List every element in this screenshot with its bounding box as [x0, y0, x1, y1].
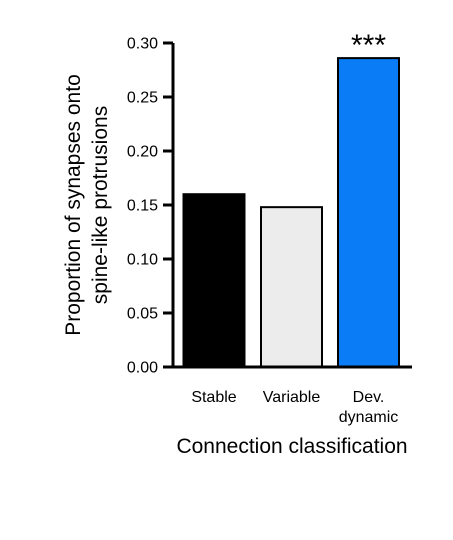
y-tick-label: 0.00: [127, 360, 158, 377]
y-tick-label: 0.25: [127, 90, 158, 107]
y-tick-label: 0.10: [127, 252, 158, 269]
bar: [260, 206, 323, 368]
x-category-label: Dev.: [353, 389, 385, 406]
y-axis-title: Proportion of synapses onto spine-like pr…: [62, 74, 112, 336]
y-tick-label: 0.30: [127, 36, 158, 53]
significance-label: ***: [351, 29, 386, 62]
x-category-label: dynamic: [339, 409, 399, 426]
y-tick-label: 0.05: [127, 306, 158, 323]
x-axis-title: Connection classification: [176, 435, 407, 458]
significance-annotations: ***: [351, 29, 386, 62]
y-tick-label: 0.20: [127, 144, 158, 161]
x-category-label: Variable: [263, 389, 321, 406]
y-tick-label: 0.15: [127, 198, 158, 215]
bars: [182, 57, 400, 369]
x-axis-category-labels: Stable Variable Dev. dynamic: [191, 389, 398, 426]
y-axis-title-line: Proportion of synapses onto: [62, 74, 85, 336]
bar: [337, 57, 400, 369]
x-category-label: Stable: [191, 389, 236, 406]
bar: [182, 193, 246, 368]
y-axis-title-line: spine-like protrusions: [89, 106, 112, 304]
y-axis-ticks: 0.00 0.05 0.10 0.15 0.20 0.25 0.30: [127, 36, 173, 377]
